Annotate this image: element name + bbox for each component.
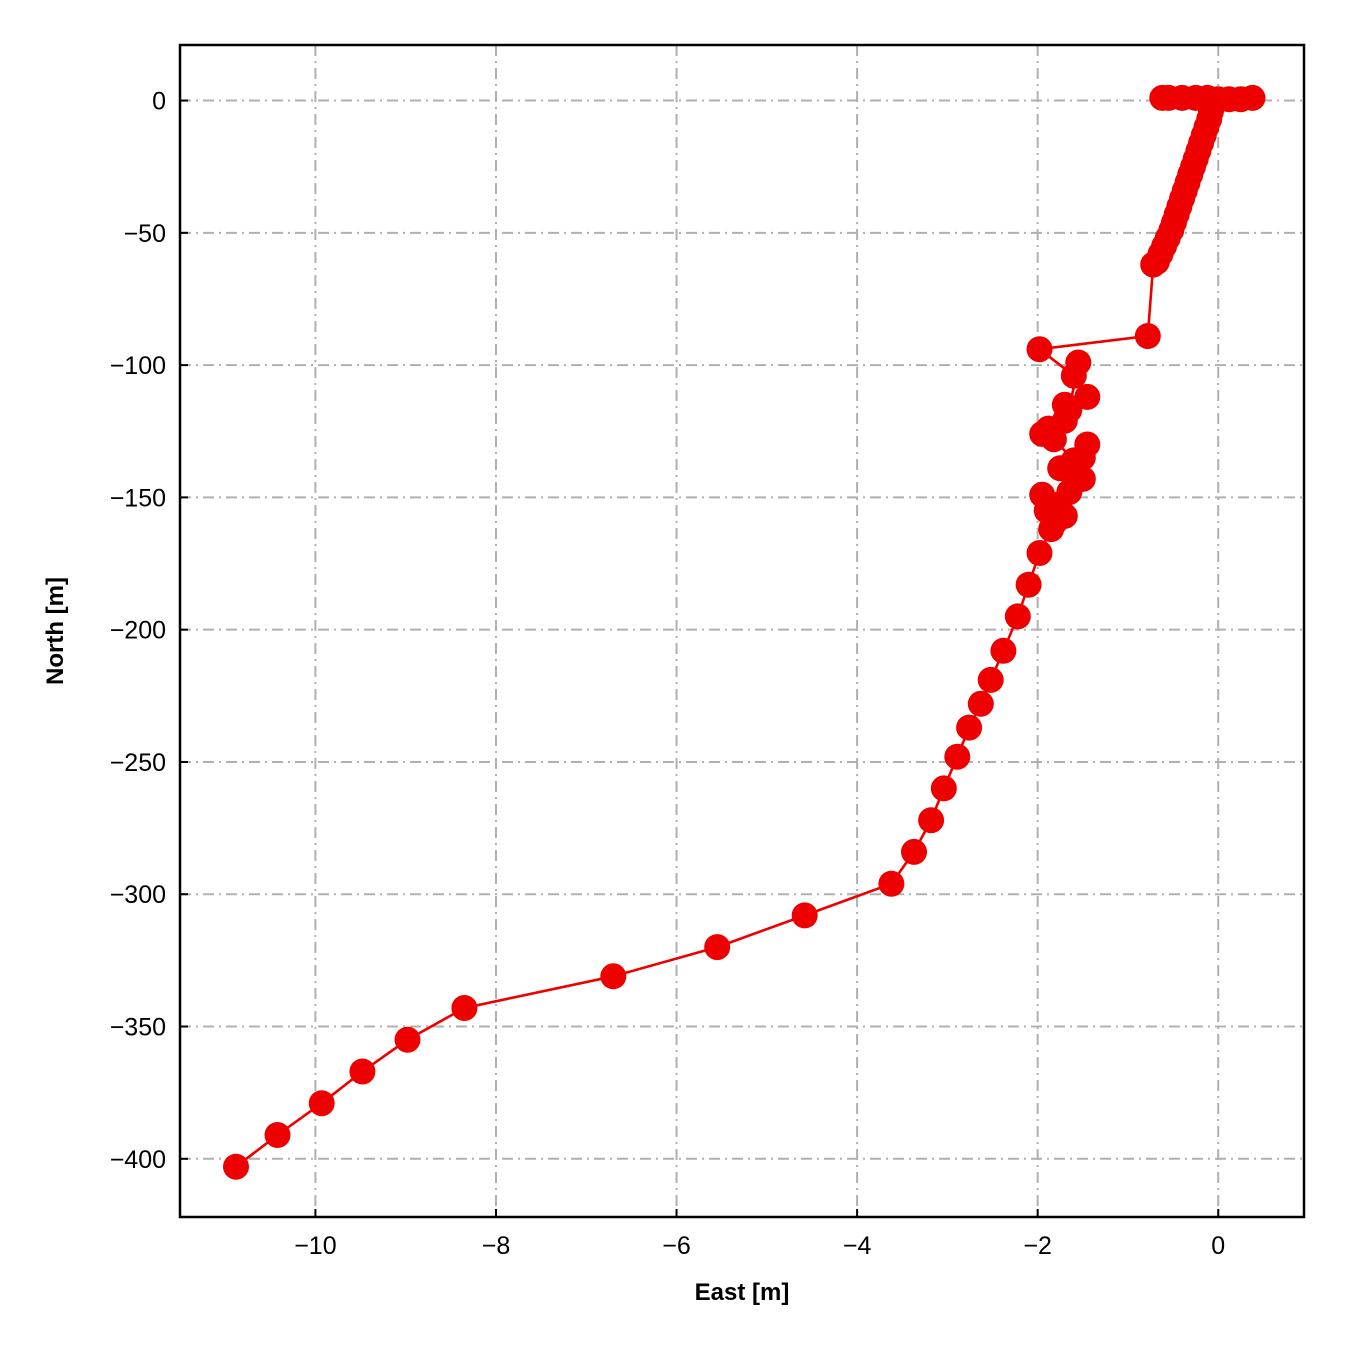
trajectory-point — [264, 1122, 291, 1148]
trajectory-point — [990, 637, 1017, 664]
y-tick-labels: 0 −50 −100 −150 −200 −250 −300 −350 −400 — [110, 88, 166, 1174]
trajectory-point — [704, 934, 731, 961]
trajectory-markers — [223, 84, 1266, 1180]
trajectory-point — [223, 1153, 249, 1180]
x-axis-label: East [m] — [695, 1279, 790, 1306]
trajectory-point — [1040, 426, 1067, 453]
trajectory-point — [956, 714, 983, 741]
trajectory-point — [1038, 516, 1065, 543]
y-tick-label: −250 — [110, 749, 166, 777]
trajectory-point — [930, 775, 957, 802]
trajectory-point — [944, 743, 971, 770]
x-tick-label: −6 — [662, 1232, 691, 1260]
y-tick-label: −50 — [124, 220, 166, 248]
trajectory-point — [349, 1058, 376, 1085]
trajectory-point — [600, 963, 627, 990]
trajectory-point — [1074, 431, 1101, 458]
y-tick-label: −350 — [110, 1014, 166, 1042]
grid — [180, 45, 1304, 1217]
trajectory-point — [1015, 571, 1042, 598]
trajectory-point — [1149, 84, 1176, 111]
trajectory-point — [394, 1026, 421, 1053]
trajectory-point — [1026, 336, 1053, 363]
trajectory-point — [918, 807, 945, 834]
y-tick-label: −300 — [110, 881, 166, 909]
trajectory-point — [451, 995, 478, 1021]
axes-frame — [178, 43, 1306, 1219]
y-tick-label: −100 — [110, 352, 166, 380]
trajectory-point — [967, 690, 994, 717]
y-tick-label: 0 — [152, 88, 166, 116]
trajectory-point — [1026, 540, 1053, 566]
x-tick-label: −2 — [1023, 1232, 1052, 1260]
x-tick-labels: −10 −8 −6 −4 −2 0 — [294, 1232, 1225, 1260]
trajectory-point — [791, 902, 818, 929]
trajectory-point — [1140, 251, 1167, 278]
x-tick-label: −4 — [843, 1232, 872, 1260]
y-tick-label: −200 — [110, 617, 166, 645]
trajectory-point — [1134, 323, 1161, 349]
trajectory-point — [1065, 349, 1092, 376]
trajectory-point — [1047, 455, 1074, 482]
trajectory-point — [308, 1090, 335, 1117]
plot-area — [223, 84, 1266, 1180]
x-tick-label: 0 — [1211, 1232, 1225, 1260]
y-tick-label: −150 — [110, 484, 166, 512]
x-tick-label: −10 — [294, 1232, 336, 1260]
x-tick-label: −8 — [482, 1232, 511, 1260]
trajectory-point — [901, 838, 927, 865]
trajectory-point — [878, 870, 905, 897]
tick-marks — [180, 99, 1220, 1217]
trajectory-point — [1074, 383, 1101, 410]
y-tick-label: −400 — [110, 1146, 166, 1174]
trajectory-point — [1051, 391, 1078, 418]
trajectory-point — [1004, 603, 1031, 630]
trajectory-point — [977, 666, 1004, 693]
y-axis-label: North [m] — [42, 577, 69, 685]
trajectory-line — [235, 96, 1253, 1168]
